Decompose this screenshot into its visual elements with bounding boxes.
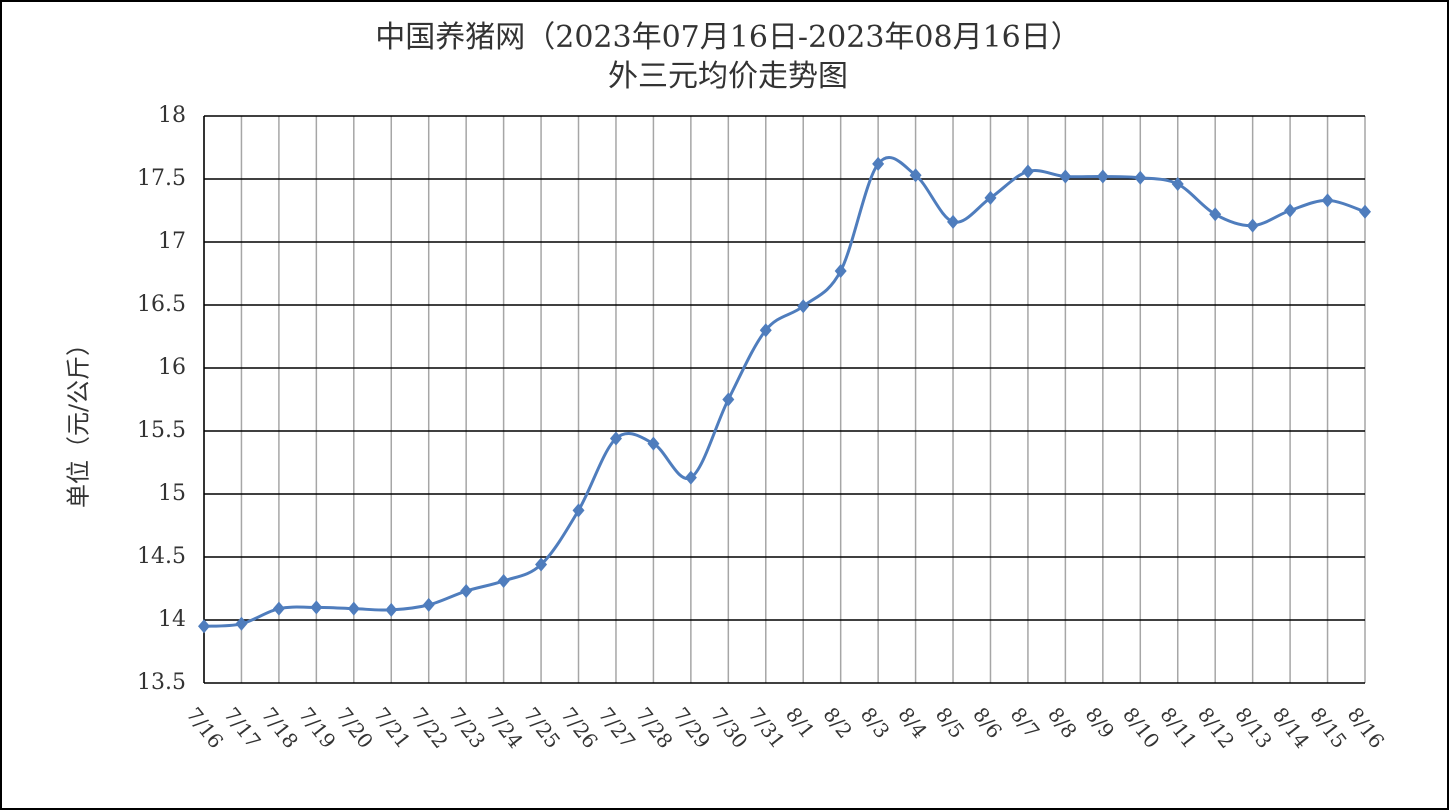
marker [235,616,248,631]
marker [1209,207,1222,222]
marker [1359,204,1371,219]
marker [272,601,285,616]
y-tick-label: 16 [158,355,186,380]
marker [460,584,473,599]
y-tick-label: 17 [158,229,186,254]
y-axis-label: 单位（元/公斤） [65,332,93,508]
line [203,156,1366,628]
y-tick-label: 13.5 [137,670,186,695]
marker [834,263,847,278]
marker [1246,218,1259,233]
y-tick-label: 14 [158,607,186,632]
marker [310,600,323,615]
marker [347,601,360,616]
marker [1171,177,1184,192]
marker [909,168,922,183]
marker [647,436,660,451]
y-tick-label: 14.5 [137,544,186,569]
marker [984,190,997,205]
marker [1021,164,1034,179]
y-tick-label: 17.5 [137,166,186,191]
y-tick-label: 18 [158,103,186,128]
marker [1096,169,1109,184]
chart-title: 中国养猪网（2023年07月16日-2023年08月16日） [375,20,1081,55]
marker [947,214,960,229]
y-tick-label: 15 [158,481,186,506]
marker [497,573,510,588]
marker [1284,203,1297,218]
marker [797,299,810,314]
marker [535,557,548,572]
marker [198,619,210,634]
marker [872,156,885,171]
marker [385,602,398,617]
y-tick-label: 16.5 [137,292,186,317]
chart-subtitle: 外三元均价走势图 [608,59,848,94]
marker [1059,169,1072,184]
marker [609,431,622,446]
marker [572,503,585,518]
marker [1134,170,1147,185]
marker [1321,193,1334,208]
marker [422,597,435,612]
marker [759,323,772,338]
y-tick-label: 15.5 [137,418,186,443]
marker [684,470,697,485]
marker [722,392,735,407]
